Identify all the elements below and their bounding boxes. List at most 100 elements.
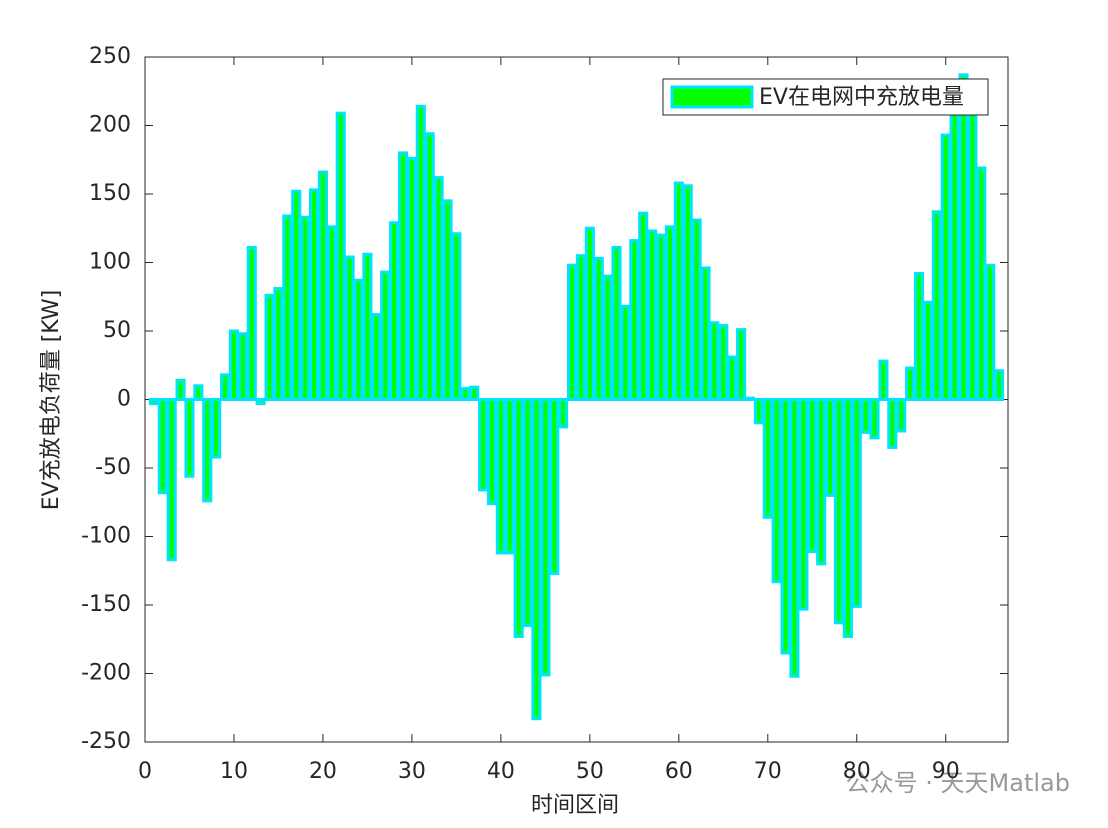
bar: [469, 385, 480, 402]
bar: [460, 387, 471, 402]
bar: [157, 398, 168, 495]
bar: [602, 274, 613, 402]
bar: [994, 369, 1005, 402]
y-tick-label: -200: [81, 661, 131, 686]
bar: [967, 110, 978, 402]
bar: [495, 398, 506, 555]
x-tick-label: 70: [754, 759, 782, 784]
y-tick-label: 100: [89, 250, 131, 275]
bar: [691, 218, 702, 401]
x-tick-label: 10: [220, 759, 248, 784]
bar: [255, 398, 266, 406]
bar: [264, 293, 275, 402]
bar: [389, 221, 400, 401]
bar: [896, 398, 907, 433]
bar: [958, 73, 969, 401]
bar: [433, 176, 444, 401]
bar: [789, 398, 800, 678]
y-tick-label: 50: [103, 318, 131, 343]
bar: [246, 245, 257, 401]
bar: [566, 263, 578, 401]
bar: [753, 398, 764, 425]
bar: [353, 278, 364, 401]
bar: [522, 398, 533, 628]
x-tick-label: 20: [309, 759, 337, 784]
bar: [976, 166, 987, 401]
x-tick-label: 50: [576, 759, 604, 784]
bar: [424, 132, 435, 401]
watermark: 公众号 · 天天Matlab: [846, 769, 1070, 797]
bar: [851, 398, 862, 608]
bar: [860, 398, 871, 434]
bar: [798, 398, 809, 611]
bar: [611, 245, 622, 401]
bar: [451, 232, 462, 401]
bar: [415, 104, 426, 401]
x-tick-label: 40: [487, 759, 515, 784]
bar: [664, 225, 675, 401]
bar: [371, 313, 382, 401]
bar: [718, 324, 729, 401]
bar: [211, 398, 222, 459]
bar: [833, 398, 845, 625]
bar: [344, 255, 355, 401]
bar: [647, 229, 658, 401]
bar: [949, 106, 960, 401]
bar: [673, 181, 684, 401]
bar: [700, 266, 711, 402]
bar: [193, 384, 204, 401]
y-axis-label: EV充放电负荷量 [KW]: [39, 290, 64, 511]
x-tick-label: 30: [398, 759, 426, 784]
bar: [878, 359, 889, 402]
bar: [282, 214, 293, 401]
bar: [780, 398, 791, 655]
legend-label: EV在电网中充放电量: [759, 85, 964, 110]
bar: [558, 398, 569, 429]
bar: [816, 398, 827, 566]
bar: [887, 398, 898, 449]
bar: [291, 189, 302, 401]
y-tick-label: 250: [89, 44, 131, 69]
y-tick-label: -100: [81, 524, 131, 549]
bar: [442, 199, 453, 401]
bar: [202, 398, 213, 503]
bar: [575, 254, 587, 401]
bar: [807, 398, 818, 554]
x-tick-label: 60: [665, 759, 693, 784]
bar: [922, 300, 933, 402]
y-tick-label: 200: [89, 113, 131, 138]
y-tick-label: -50: [95, 455, 131, 480]
bar: [166, 398, 177, 562]
bar: [478, 398, 489, 492]
bar: [620, 304, 631, 401]
bar: [985, 263, 996, 401]
bar: [380, 270, 391, 401]
x-tick-label: 90: [932, 759, 960, 784]
bar: [540, 398, 551, 677]
bar: [931, 210, 942, 401]
bar: [273, 287, 284, 401]
x-tick-label: 0: [138, 759, 152, 784]
bar: [326, 225, 337, 401]
bar: [709, 321, 720, 401]
bar: [228, 329, 240, 401]
y-tick-label: 0: [117, 387, 131, 412]
bar: [308, 188, 320, 401]
bar: [744, 396, 756, 402]
y-tick-label: -150: [81, 592, 131, 617]
bar: [682, 184, 693, 401]
bar: [513, 398, 524, 639]
bar: [913, 271, 925, 401]
bar: [762, 398, 773, 519]
bar: [629, 239, 640, 401]
bar: [593, 256, 604, 402]
bar: [175, 378, 186, 402]
bar: [148, 398, 159, 406]
bar: [655, 233, 667, 401]
legend-swatch: [670, 85, 754, 109]
y-tick-label: 150: [89, 181, 131, 206]
bar: [727, 355, 738, 401]
bar: [486, 398, 498, 506]
x-tick-label: 80: [843, 759, 871, 784]
y-tick-label: -250: [81, 729, 131, 754]
